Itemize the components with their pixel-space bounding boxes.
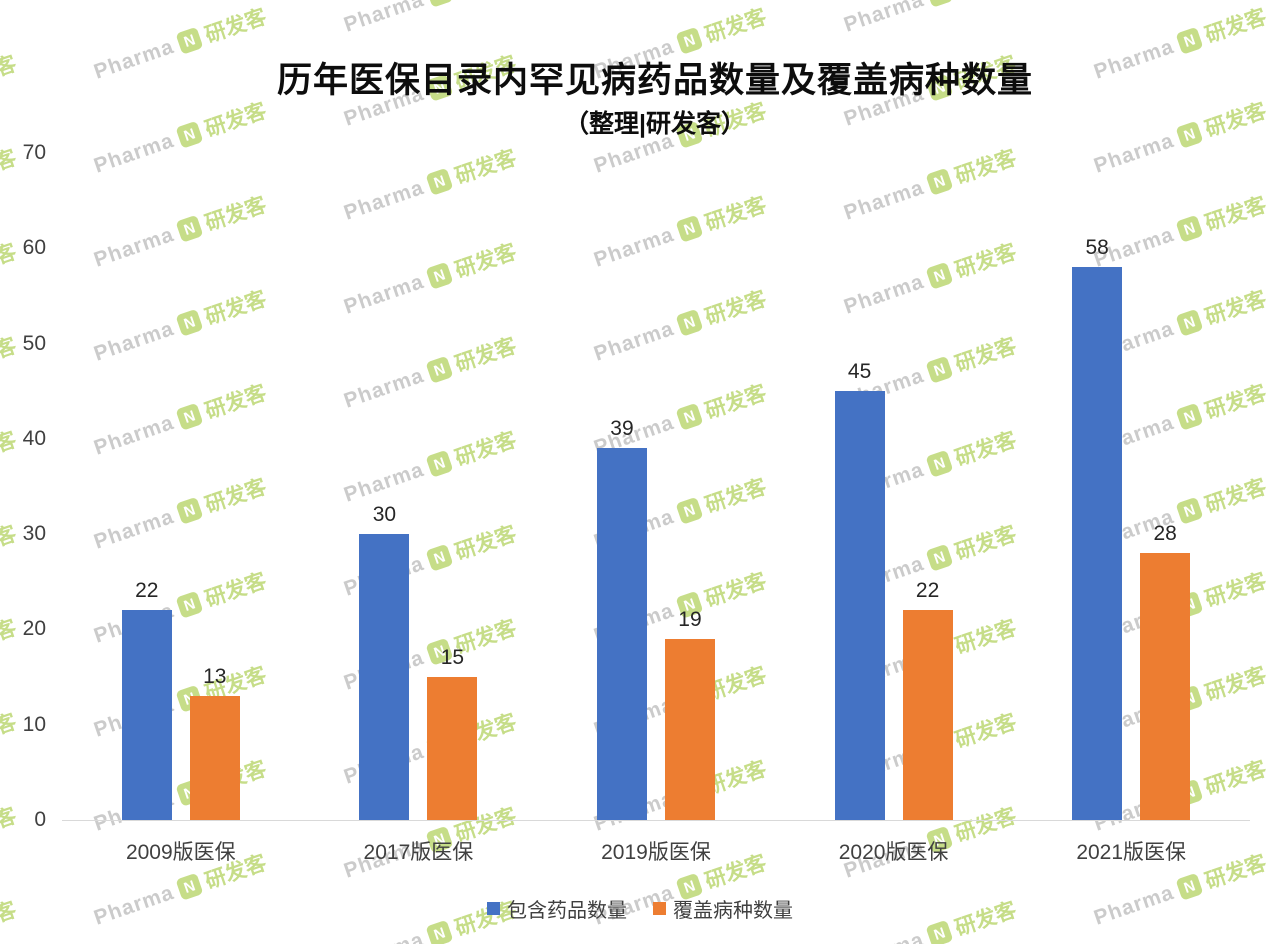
y-axis-tick: 50 (22, 331, 46, 355)
legend-item: 覆盖病种数量 (653, 894, 793, 923)
y-axis-tick: 20 (22, 617, 46, 641)
bar-value-label: 30 (372, 503, 397, 527)
bar-value-label: 19 (678, 607, 702, 631)
y-axis-tick: 70 (22, 141, 46, 164)
bar-group: 39 19 (537, 153, 775, 820)
bar-value-label: 58 (1085, 236, 1109, 260)
legend-swatch (653, 902, 666, 915)
bar-value-label: 28 (1153, 522, 1177, 546)
x-axis-label: 2021版医保 (1076, 841, 1187, 864)
bar-series-2: 15 (427, 646, 478, 820)
bar-series-1: 45 (834, 360, 885, 820)
bar-group: 22 13 (62, 153, 300, 820)
legend-label: 包含药品数量 (507, 900, 627, 922)
bar-series-1: 22 (121, 579, 172, 820)
legend: 包含药品数量 覆盖病种数量 (0, 894, 1280, 923)
chart-title: 历年医保目录内罕见病药品数量及覆盖病种数量 (276, 61, 1033, 100)
plot-area: 22 13 30 15 39 19 45 22 58 28 (62, 153, 1250, 820)
x-axis-labels: 2009版医保 2017版医保 2019版医保 2020版医保 2021版医保 (62, 836, 1250, 866)
bar-value-label: 22 (915, 579, 940, 603)
x-axis-label: 2009版医保 (125, 841, 236, 864)
bar-series-2: 28 (1140, 522, 1191, 820)
y-axis-tick: 40 (22, 426, 46, 450)
bar-series-1: 58 (1072, 236, 1123, 820)
y-axis-tick: 30 (22, 522, 46, 546)
bar-value-label: 45 (847, 360, 872, 384)
bar-group: 30 15 (300, 153, 538, 820)
chart-subtitle: （整理|研发客） (564, 110, 746, 138)
bar-value-label: 15 (440, 646, 465, 670)
bar-group: 58 28 (1012, 153, 1250, 820)
x-axis-line (62, 820, 1250, 821)
bar-series-2: 19 (664, 608, 715, 820)
y-axis-tick: 0 (34, 808, 46, 831)
bar-series-1: 30 (359, 503, 410, 820)
legend-label: 覆盖病种数量 (673, 900, 793, 922)
bar-group: 45 22 (775, 153, 1013, 820)
bar-value-label: 13 (203, 665, 227, 689)
legend-item: 包含药品数量 (487, 894, 627, 923)
y-axis-tick: 10 (22, 712, 46, 736)
x-axis-label: 2019版医保 (601, 841, 711, 864)
legend-swatch (487, 902, 500, 915)
x-axis-label: 2017版医保 (363, 841, 474, 864)
x-axis-label: 2020版医保 (838, 841, 949, 864)
y-axis-tick: 60 (22, 236, 46, 260)
bar-series-2: 13 (189, 665, 240, 820)
bar-series-1: 39 (596, 417, 647, 820)
bar-series-2: 22 (902, 579, 953, 820)
bar-value-label: 39 (610, 417, 634, 441)
bar-value-label: 22 (135, 579, 159, 603)
